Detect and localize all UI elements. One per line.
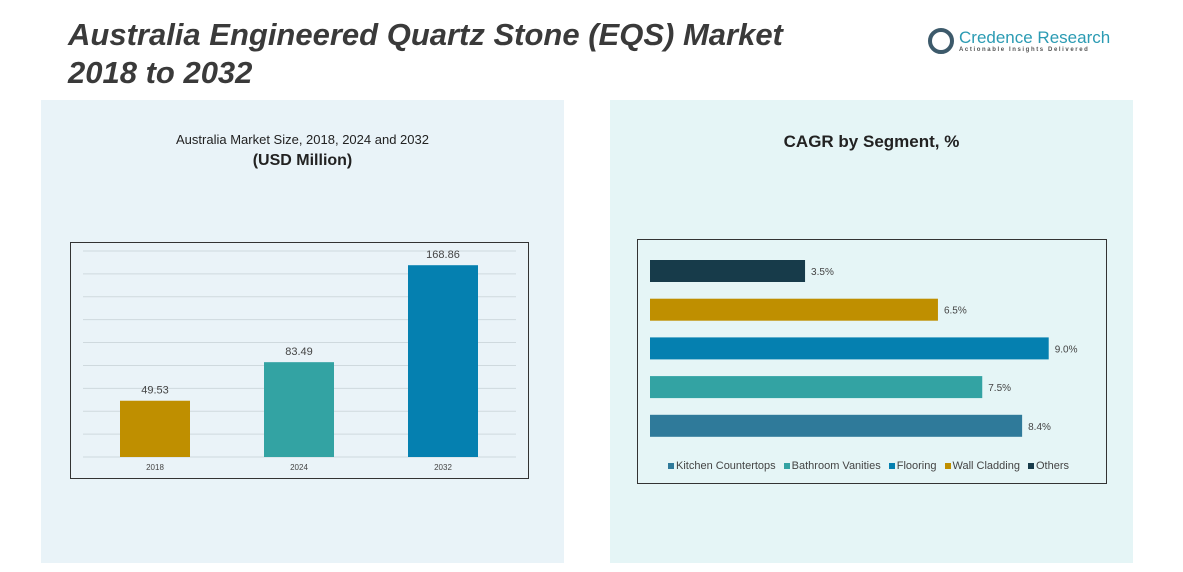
bar-2024 [264,362,334,457]
page-title: Australia Engineered Quartz Stone (EQS) … [68,16,783,92]
legend-item: Wall Cladding [944,460,1020,472]
legend-item: Bathroom Vanities [783,460,881,472]
legend-swatch [1027,463,1034,469]
hbar-chart-frame: 3.5% 6.5% 9.0% 7.5% 8.4% [637,239,1107,484]
legend: Kitchen Countertops Bathroom Vanities Floo… [668,460,1069,472]
bar-chart-frame: 49.53 2018 83.49 2024 168.86 2032 [70,242,529,479]
legend-item: Others [1027,460,1069,472]
hbar-chart: 3.5% 6.5% 9.0% 7.5% 8.4% [650,260,1078,437]
logo: Credence Research Actionable Insights De… [928,28,1110,54]
x-tick-label: 2024 [290,463,308,472]
title-line-2: 2018 to 2032 [68,55,253,90]
data-label: 49.53 [141,385,169,397]
data-label: 7.5% [988,383,1011,394]
bar-wall-cladding [650,298,938,321]
logo-name: Credence Research [959,28,1111,47]
data-label: 168.86 [426,249,460,261]
chart-title: Australia Market Size, 2018, 2024 and 20… [176,132,429,147]
legend-swatch [668,463,674,469]
chart-title: CAGR by Segment, % [783,132,960,151]
legend-swatch [944,463,951,469]
bar-bathroom-vanities [650,376,983,399]
legend-swatch [888,463,895,469]
legend-swatch [783,463,790,469]
chart-subtitle: (USD Million) [252,152,353,169]
bar-others [650,260,806,282]
logo-icon [928,28,954,54]
data-label: 6.5% [944,306,967,317]
data-label: 3.5% [811,267,834,278]
bar-2032 [408,265,478,457]
title-line-1: Australia Engineered Quartz Stone (EQS) … [68,17,783,52]
bar-kitchen-countertops [650,414,1023,437]
data-label: 83.49 [285,346,313,358]
logo-tagline: Actionable Insights Delivered [959,47,1090,53]
x-tick-label: 2032 [434,463,452,472]
bar-flooring [650,337,1049,360]
x-tick-label: 2018 [146,463,164,472]
data-label: 8.4% [1028,422,1051,433]
legend-item: Kitchen Countertops [668,460,776,472]
data-label: 9.0% [1055,344,1078,355]
legend-item: Flooring [888,460,937,472]
bar-chart: 49.53 2018 83.49 2024 168.86 2032 [83,249,516,472]
bar-2018 [120,400,190,457]
